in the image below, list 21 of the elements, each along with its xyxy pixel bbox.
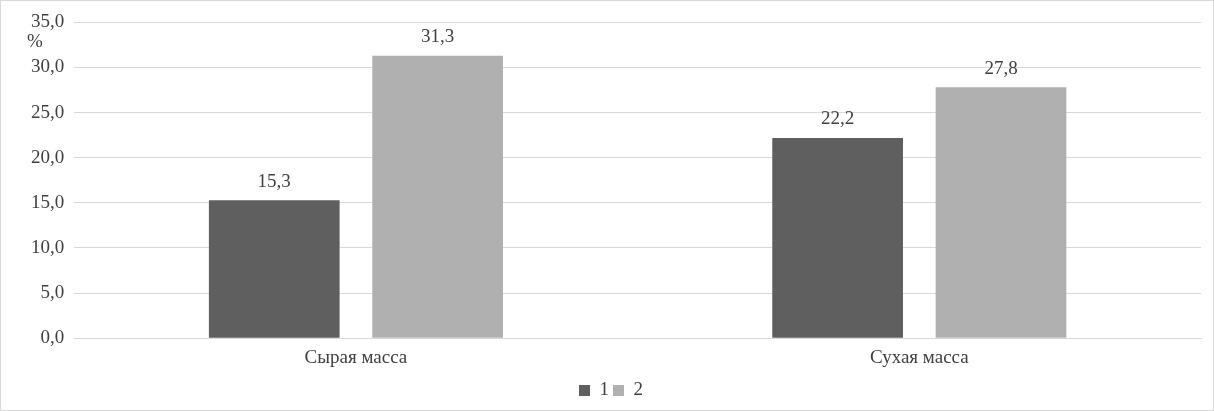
y-tick-label: 15,0 xyxy=(31,190,65,212)
bar xyxy=(935,87,1067,338)
y-tick-label: 5,0 xyxy=(40,281,65,303)
y-tick-label: 0,0 xyxy=(40,326,65,348)
bar xyxy=(208,200,340,338)
bar xyxy=(772,137,903,338)
data-label: 15,3 xyxy=(257,169,291,191)
y-tick-label: 20,0 xyxy=(31,145,65,167)
x-tick-label: Сухая масса xyxy=(869,345,970,367)
y-tick-label: 30,0 xyxy=(31,55,65,77)
data-label: 31,3 xyxy=(421,25,455,47)
y-tick-label: 35,0 xyxy=(31,10,65,32)
y-tick-label: 25,0 xyxy=(31,100,65,122)
x-tick-label: Сырая масса xyxy=(304,345,408,367)
y-tick-label: 10,0 xyxy=(31,235,65,257)
legend-label: 2 xyxy=(633,378,643,400)
y-axis-title: % xyxy=(27,30,43,52)
data-label: 27,8 xyxy=(984,56,1018,78)
data-label: 22,2 xyxy=(821,107,855,129)
legend-label: 1 xyxy=(599,378,609,400)
bar xyxy=(372,55,503,338)
